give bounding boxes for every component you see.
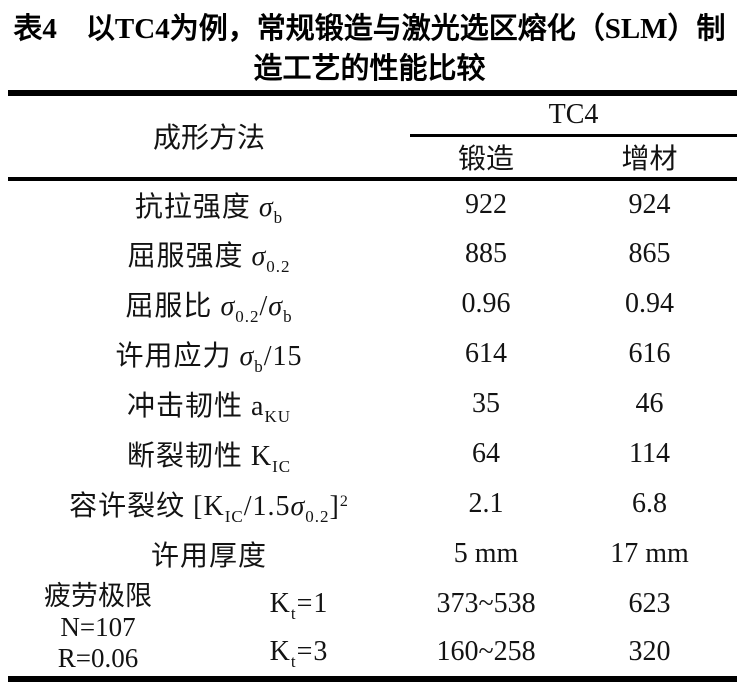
header-forge: 锻造 xyxy=(410,135,563,181)
table-row-allowable-stress: 许用应力 σb/15 614 616 xyxy=(8,329,737,379)
table-row-fatigue-kt3: Kt=3 160~258 320 xyxy=(8,629,737,679)
kt-label: Kt=3 xyxy=(269,636,329,671)
additive-value: 46 xyxy=(635,387,664,419)
row-label: 许用应力 σb/15 xyxy=(115,340,303,376)
performance-table: 成形方法 TC4 锻造 增材 抗拉强度 σb 922 924 屈服强度 σ0.2… xyxy=(8,90,738,682)
additive-value: 320 xyxy=(628,636,671,667)
additive-value: 623 xyxy=(628,587,671,619)
row-label: 许用厚度 xyxy=(151,540,268,572)
additive-value: 6.8 xyxy=(632,487,668,519)
forge-value: 373~538 xyxy=(436,587,536,619)
additive-value: 17 mm xyxy=(610,537,689,569)
table-row-yield-strength: 屈服强度 σ0.2 885 865 xyxy=(8,229,737,279)
forge-value: 160~258 xyxy=(436,636,536,667)
fatigue-group-label: 疲劳极限 N=107 R=0.06 xyxy=(8,579,188,679)
forge-value: 2.1 xyxy=(468,487,504,519)
forge-value: 35 xyxy=(472,387,501,419)
forge-value: 64 xyxy=(472,437,501,469)
fatigue-label: 疲劳极限 xyxy=(44,580,152,611)
table-row-impact-toughness: 冲击韧性 aKU 35 46 xyxy=(8,379,737,429)
forge-value: 614 xyxy=(465,337,508,369)
fatigue-ratio: R=0.06 xyxy=(57,642,139,673)
table-row-allowable-crack: 容许裂纹 [KIC/1.5σ0.2]2 2.1 6.8 xyxy=(8,479,737,529)
row-label: 屈服比 σ0.2/σb xyxy=(125,290,293,326)
header-row-alloy: 成形方法 TC4 xyxy=(8,93,738,181)
table-row-fatigue-kt1: 疲劳极限 N=107 R=0.06 Kt=1 373~538 623 xyxy=(8,579,737,673)
row-label: 屈服强度 σ0.2 xyxy=(127,240,291,276)
header-additive: 增材 xyxy=(562,135,738,181)
table-caption: 表4 以TC4为例，常规锻造与激光选区熔化（SLM）制 造工艺的性能比较 xyxy=(0,0,739,89)
forge-value: 922 xyxy=(465,188,508,220)
table-row-yield-ratio: 屈服比 σ0.2/σb 0.96 0.94 xyxy=(8,279,737,329)
additive-value: 114 xyxy=(629,437,670,469)
fatigue-cycles: N=107 xyxy=(60,611,136,642)
row-label: 抗拉强度 σb xyxy=(134,191,284,227)
table-row-tensile-strength: 抗拉强度 σb 922 924 xyxy=(8,179,737,229)
caption-line-2: 造工艺的性能比较 xyxy=(253,53,486,85)
header-method: 成形方法 xyxy=(8,93,411,181)
forge-value: 885 xyxy=(465,237,508,269)
table-row-allowable-thickness: 许用厚度 5 mm 17 mm xyxy=(8,529,737,579)
additive-value: 616 xyxy=(628,337,671,369)
table-row-fracture-toughness: 断裂韧性 KIC 64 114 xyxy=(8,429,737,479)
additive-value: 924 xyxy=(628,188,671,220)
header-alloy: TC4 xyxy=(410,93,738,137)
additive-value: 0.94 xyxy=(625,287,675,319)
header-row-process: 锻造 增材 xyxy=(8,135,738,181)
caption-line-1: 表4 以TC4为例，常规锻造与激光选区熔化（SLM）制 xyxy=(13,13,726,45)
forge-value: 5 mm xyxy=(453,537,519,569)
row-label: 冲击韧性 aKU xyxy=(127,390,292,426)
row-label: 容许裂纹 [KIC/1.5σ0.2]2 xyxy=(69,490,349,526)
row-label: 断裂韧性 KIC xyxy=(126,440,292,476)
kt-label: Kt=1 xyxy=(269,587,329,623)
forge-value: 0.96 xyxy=(461,287,511,319)
additive-value: 865 xyxy=(628,237,671,269)
